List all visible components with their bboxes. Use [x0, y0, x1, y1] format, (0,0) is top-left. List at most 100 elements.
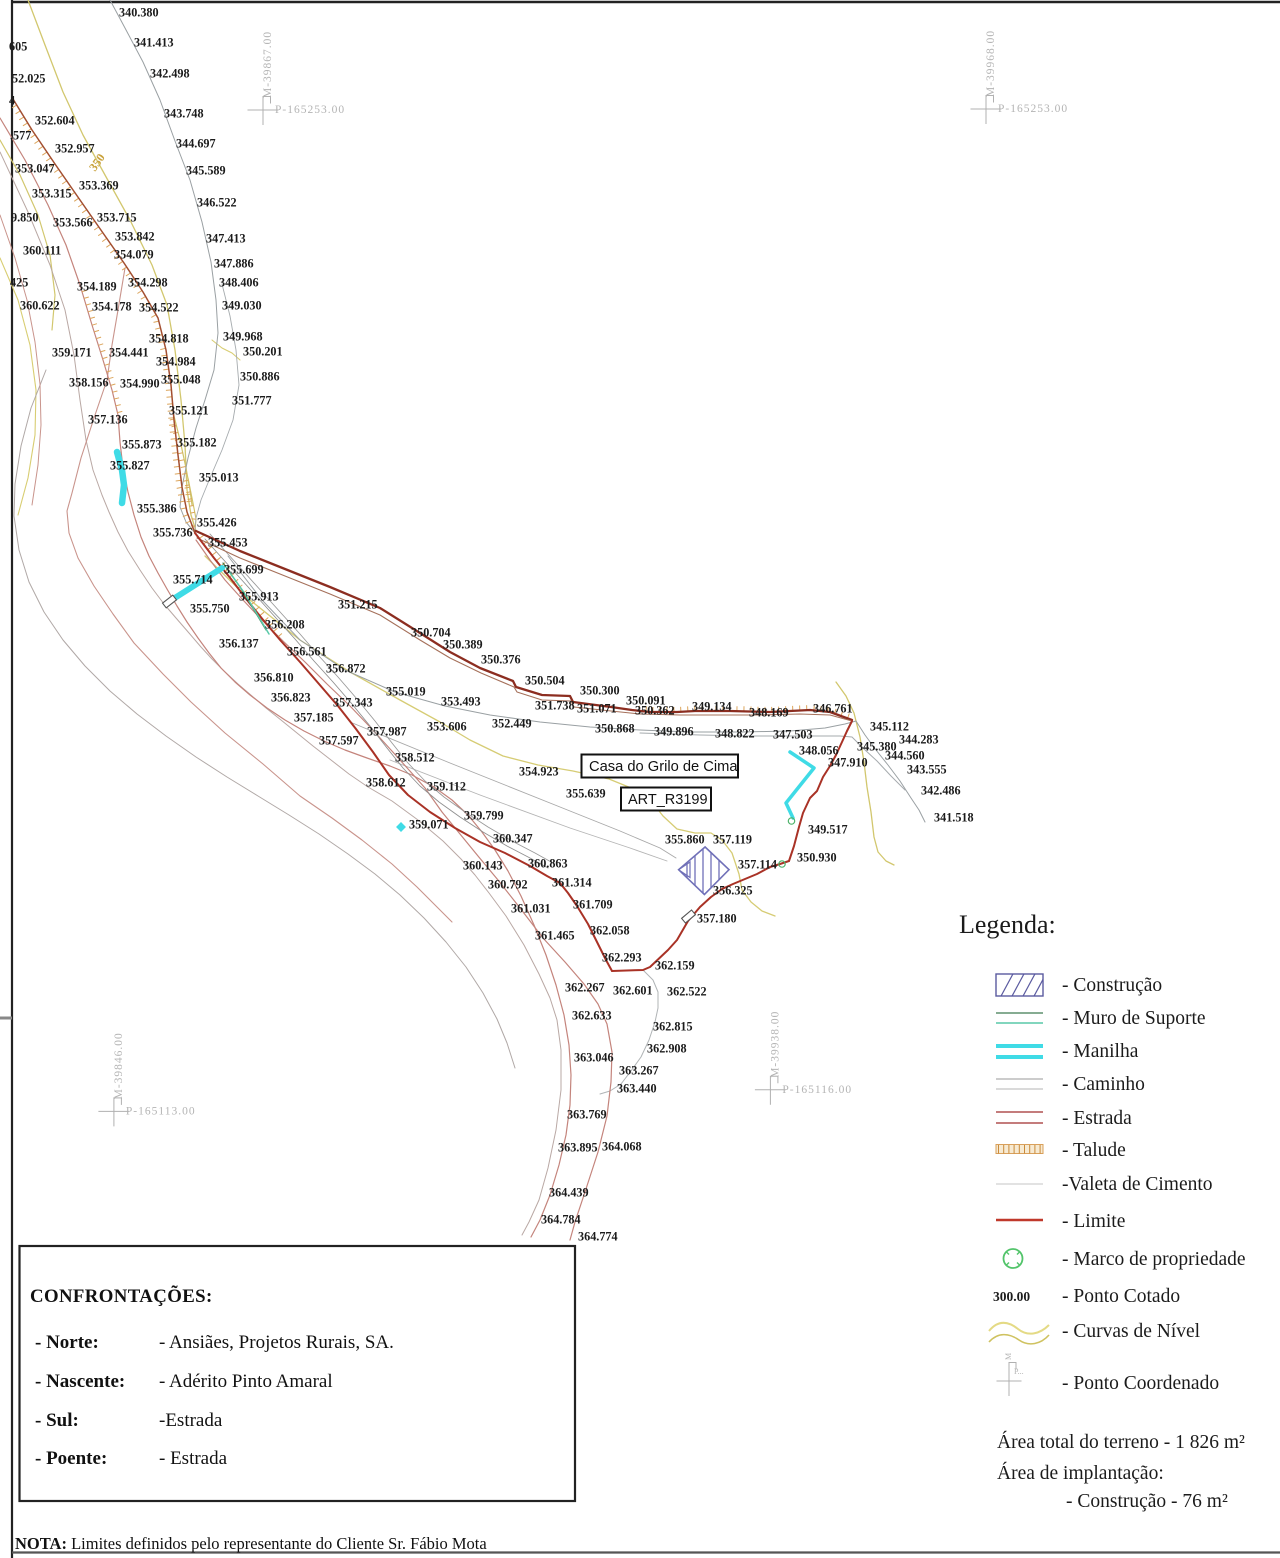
svg-text:- Ponto Coordenado: - Ponto Coordenado	[1062, 1373, 1219, 1394]
svg-text:354.079: 354.079	[114, 248, 154, 262]
svg-text:346.522: 346.522	[197, 196, 237, 210]
svg-text:52.025: 52.025	[12, 72, 46, 86]
svg-text:350.704: 350.704	[411, 626, 451, 640]
svg-text:349.517: 349.517	[808, 823, 848, 837]
svg-text:361.031: 361.031	[511, 902, 551, 916]
svg-text:355.873: 355.873	[122, 438, 162, 452]
svg-text:351.777: 351.777	[232, 394, 272, 408]
svg-text:356.325: 356.325	[713, 884, 753, 898]
svg-text:352.604: 352.604	[35, 114, 75, 128]
svg-text:Legenda:: Legenda:	[959, 910, 1056, 939]
svg-text:347.886: 347.886	[214, 257, 254, 271]
svg-text:351.071: 351.071	[577, 702, 617, 716]
svg-text:348.822: 348.822	[715, 727, 755, 741]
svg-text:353.369: 353.369	[79, 179, 119, 193]
svg-text:- Ponto Cotado: - Ponto Cotado	[1062, 1286, 1180, 1307]
svg-text:354.441: 354.441	[109, 346, 149, 360]
svg-text:P-165253.00: P-165253.00	[275, 104, 345, 116]
svg-text:361.465: 361.465	[535, 929, 575, 943]
svg-text:340.380: 340.380	[119, 6, 159, 20]
svg-text:P-165116.00: P-165116.00	[782, 1084, 852, 1096]
svg-text:349.968: 349.968	[223, 330, 263, 344]
svg-text:355.639: 355.639	[566, 787, 606, 801]
svg-text:355.019: 355.019	[386, 685, 426, 699]
svg-text:363.267: 363.267	[619, 1064, 659, 1078]
svg-text:355.699: 355.699	[224, 563, 264, 577]
svg-text:363.769: 363.769	[567, 1108, 607, 1122]
svg-text:349.896: 349.896	[654, 725, 694, 739]
svg-text:356.208: 356.208	[265, 618, 305, 632]
svg-text:355.121: 355.121	[169, 404, 209, 418]
svg-text:348.406: 348.406	[219, 276, 259, 290]
svg-text:359.112: 359.112	[427, 780, 466, 794]
svg-text:362.522: 362.522	[667, 985, 707, 999]
svg-text:- Ansiães, Projetos Rurais, SA: - Ansiães, Projetos Rurais, SA.	[159, 1332, 394, 1353]
svg-text:353.566: 353.566	[53, 216, 93, 230]
svg-text:344.283: 344.283	[899, 733, 939, 747]
svg-text:355.913: 355.913	[239, 590, 279, 604]
svg-text:353.315: 353.315	[32, 187, 72, 201]
svg-text:354.189: 354.189	[77, 280, 117, 294]
svg-text:350.389: 350.389	[443, 638, 483, 652]
svg-text:358.156: 358.156	[69, 376, 109, 390]
svg-text:M-39867.00: M-39867.00	[262, 31, 274, 98]
svg-text:350.930: 350.930	[797, 851, 837, 865]
svg-text:362.293: 362.293	[602, 951, 642, 965]
svg-text:348.056: 348.056	[799, 744, 839, 758]
svg-text:4: 4	[9, 94, 15, 108]
svg-text:- Construção: - Construção	[1062, 975, 1162, 996]
svg-text:350.868: 350.868	[595, 722, 635, 736]
svg-text:364.439: 364.439	[549, 1186, 589, 1200]
svg-text:- Limite: - Limite	[1062, 1211, 1125, 1232]
svg-text:362.058: 362.058	[590, 924, 630, 938]
svg-text:605: 605	[9, 40, 27, 54]
svg-text:364.774: 364.774	[578, 1230, 618, 1244]
svg-text:350.300: 350.300	[580, 684, 620, 698]
svg-text:NOTA: Limites definidos pelo r: NOTA: Limites definidos pelo representan…	[15, 1534, 487, 1553]
svg-text:- Adérito Pinto Amaral: - Adérito Pinto Amaral	[159, 1371, 333, 1392]
svg-text:355.750: 355.750	[190, 602, 230, 616]
svg-text:354.298: 354.298	[128, 276, 168, 290]
svg-text:358.512: 358.512	[395, 751, 435, 765]
svg-text:352.957: 352.957	[55, 142, 95, 156]
svg-text:359.171: 359.171	[52, 346, 92, 360]
svg-text:355.386: 355.386	[137, 502, 177, 516]
svg-text:355.736: 355.736	[153, 526, 193, 540]
svg-text:356.872: 356.872	[326, 662, 366, 676]
svg-text:346.761: 346.761	[813, 702, 853, 716]
svg-text:362.159: 362.159	[655, 959, 695, 973]
svg-text:355.426: 355.426	[197, 516, 237, 530]
svg-text:364.784: 364.784	[541, 1213, 581, 1227]
svg-text:P-165253.00: P-165253.00	[998, 103, 1068, 115]
svg-text:P...: P...	[1014, 1367, 1024, 1376]
svg-text:Casa do Grilo de Cima: Casa do Grilo de Cima	[589, 759, 738, 775]
svg-text:358.612: 358.612	[366, 776, 406, 790]
svg-text:350.091: 350.091	[626, 694, 666, 708]
svg-text:M-39846.00: M-39846.00	[113, 1032, 125, 1099]
svg-text:350.201: 350.201	[243, 345, 283, 359]
svg-text:356.137: 356.137	[219, 637, 259, 651]
svg-text:347.503: 347.503	[773, 728, 813, 742]
svg-text:351.215: 351.215	[338, 598, 378, 612]
svg-text:348.169: 348.169	[749, 706, 789, 720]
svg-text:CONFRONTAÇÕES:: CONFRONTAÇÕES:	[30, 1285, 213, 1307]
svg-text:360.143: 360.143	[463, 859, 503, 873]
svg-text:347.413: 347.413	[206, 232, 246, 246]
svg-text:.577: .577	[10, 129, 31, 143]
svg-text:- Sul:: - Sul:	[35, 1410, 79, 1431]
svg-text:350.504: 350.504	[525, 674, 565, 688]
svg-text:353.606: 353.606	[427, 720, 467, 734]
svg-text:- Caminho: - Caminho	[1062, 1074, 1145, 1095]
svg-text:357.597: 357.597	[319, 734, 359, 748]
svg-text:Área total do terreno - 1 826: Área total do terreno - 1 826 m²	[997, 1431, 1245, 1453]
svg-text:343.748: 343.748	[164, 107, 204, 121]
svg-text:- Nascente:: - Nascente:	[35, 1371, 125, 1392]
svg-text:354.923: 354.923	[519, 765, 559, 779]
svg-text:344.560: 344.560	[885, 749, 925, 763]
svg-text:- Manilha: - Manilha	[1062, 1041, 1139, 1062]
svg-text:349.134: 349.134	[692, 700, 732, 714]
svg-text:355.182: 355.182	[177, 436, 217, 450]
svg-text:351.738: 351.738	[535, 699, 575, 713]
svg-text:P-165113.00: P-165113.00	[126, 1105, 196, 1117]
svg-text:354.522: 354.522	[139, 301, 179, 315]
